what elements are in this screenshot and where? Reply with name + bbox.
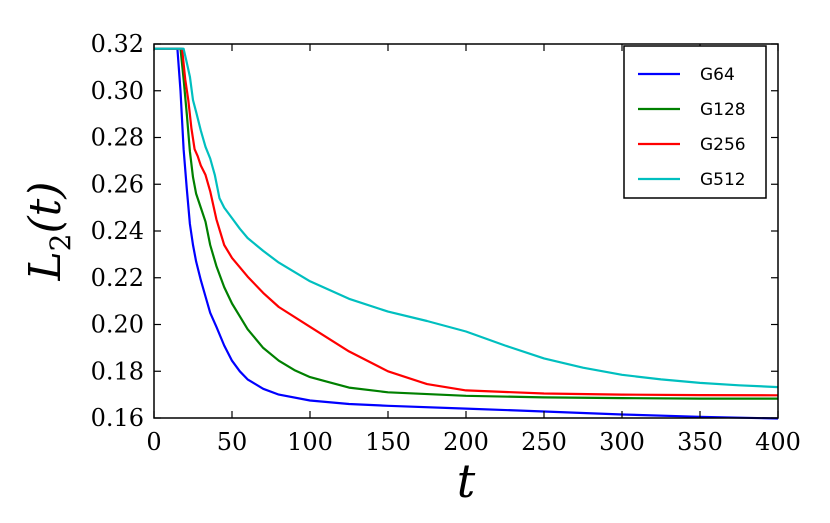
legend-label-g512: G512 — [700, 170, 746, 190]
x-tick-label: 400 — [755, 428, 801, 456]
legend-box — [623, 45, 767, 199]
series-line-g64 — [154, 47, 779, 420]
x-tick-label: 200 — [443, 428, 489, 456]
y-tick-label: 0.22 — [91, 264, 144, 292]
legend-label-g64: G64 — [700, 65, 735, 85]
y-tick-label: 0.26 — [91, 170, 144, 198]
x-tick-label: 250 — [521, 428, 567, 456]
x-tick-label: 0 — [146, 428, 161, 456]
x-tick-label: 100 — [287, 428, 333, 456]
series-line-g128 — [154, 47, 778, 400]
series-line-g256 — [154, 47, 779, 397]
legend-label-g128: G128 — [700, 100, 746, 120]
x-tick-label: 150 — [365, 428, 411, 456]
plot-frame — [153, 43, 779, 419]
legend-label-g256: G256 — [700, 135, 746, 155]
x-axis-label: t — [457, 454, 476, 508]
ticks-layer: 0 50 100 150 200 250 300 350 400 0.16 0.18 0.20 0.22… — [91, 30, 801, 456]
legend: G64 G128 G256 G512 — [623, 45, 767, 199]
y-axis-label: L2(t) — [20, 181, 77, 281]
y-tick-label: 0.16 — [91, 404, 144, 432]
y-tick-label: 0.30 — [91, 77, 144, 105]
y-tick-label: 0.24 — [91, 217, 144, 245]
y-tick-label: 0.20 — [91, 311, 144, 339]
y-tick-label: 0.28 — [91, 124, 144, 152]
y-tick-label: 0.32 — [91, 30, 144, 58]
y-tick-label: 0.18 — [91, 357, 144, 385]
series-layer — [154, 47, 779, 420]
x-tick-label: 50 — [217, 428, 248, 456]
x-tick-label: 300 — [599, 428, 645, 456]
series-line-g512 — [154, 47, 779, 389]
x-tick-label: 350 — [677, 428, 723, 456]
